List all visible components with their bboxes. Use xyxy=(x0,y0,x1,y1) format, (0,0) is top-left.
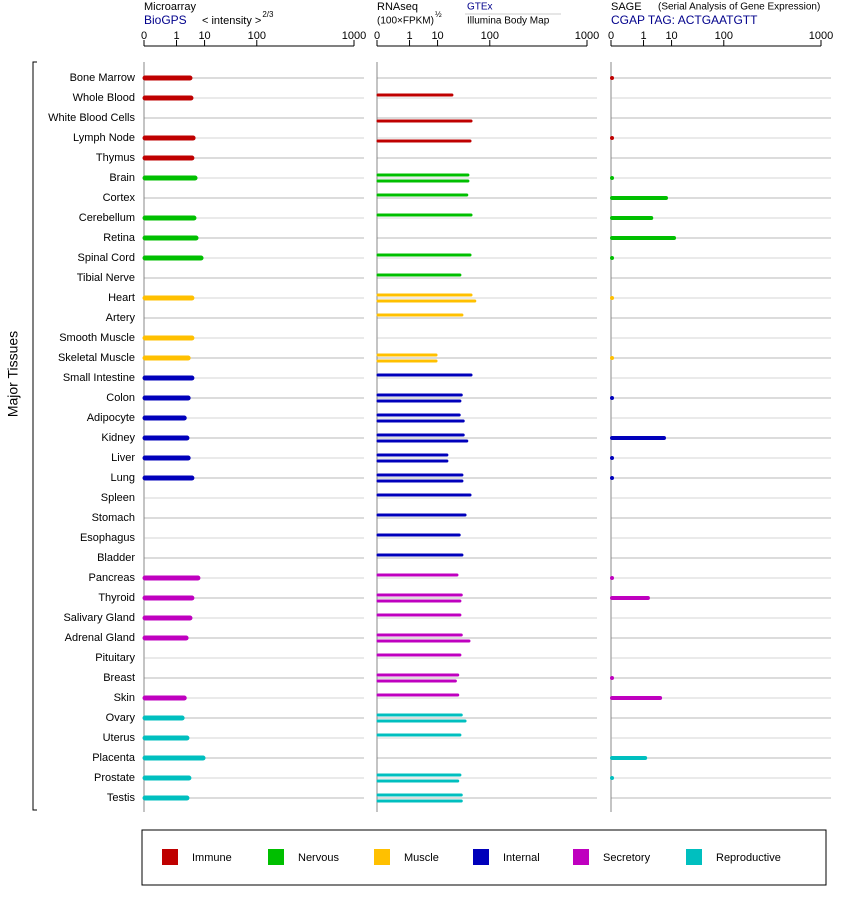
x-tick-label: 100 xyxy=(481,30,499,42)
x-tick-label: 1000 xyxy=(342,30,366,42)
x-tick-label: 10 xyxy=(431,30,443,42)
x-tick-label: 10 xyxy=(198,30,210,42)
tissue-label: Pancreas xyxy=(89,572,136,584)
legend-label: Muscle xyxy=(404,852,439,864)
tissue-label: Skin xyxy=(114,692,135,704)
x-tick-label: 10 xyxy=(665,30,677,42)
tissue-label: Esophagus xyxy=(80,532,136,544)
tissue-label: Cortex xyxy=(103,192,136,204)
tissue-label: Small Intestine xyxy=(63,372,135,384)
x-tick-label: 0 xyxy=(141,30,147,42)
panel-note: (Serial Analysis of Gene Expression) xyxy=(658,2,820,13)
tissue-label: Bladder xyxy=(97,552,135,564)
tissue-label: Skeletal Muscle xyxy=(58,352,135,364)
tissue-label: Tibial Nerve xyxy=(77,272,135,284)
tissue-label: Adipocyte xyxy=(87,412,135,424)
x-tick-label: 1 xyxy=(406,30,412,42)
x-tick-label: 1000 xyxy=(809,30,833,42)
tissue-label: Lymph Node xyxy=(73,132,135,144)
tissue-label: White Blood Cells xyxy=(48,112,135,124)
panel-title: Microarray xyxy=(144,1,196,13)
panel-title: RNAseq xyxy=(377,1,418,13)
tissue-label: Colon xyxy=(106,392,135,404)
legend-swatch xyxy=(473,849,489,865)
legend-label: Reproductive xyxy=(716,852,781,864)
legend-label: Immune xyxy=(192,852,232,864)
tissue-label: Lung xyxy=(111,472,135,484)
tissue-label: Uterus xyxy=(103,732,136,744)
tissue-label: Spleen xyxy=(101,492,135,504)
tissue-label: Liver xyxy=(111,452,135,464)
panel-subtitle: CGAP TAG: ACTGAATGTT xyxy=(611,13,758,27)
tissue-label: Ovary xyxy=(106,712,136,724)
tissue-label: Pituitary xyxy=(95,652,135,664)
axis-exponent: 2/3 xyxy=(262,10,274,19)
x-tick-label: 100 xyxy=(715,30,733,42)
legend-label: Nervous xyxy=(298,852,339,864)
legend-swatch xyxy=(686,849,702,865)
x-tick-label: 100 xyxy=(248,30,266,42)
tissue-label: Whole Blood xyxy=(73,92,135,104)
tissue-label: Kidney xyxy=(101,432,135,444)
y-label: Major Tissues xyxy=(5,331,21,417)
tissue-label: Smooth Muscle xyxy=(59,332,135,344)
x-tick-label: 0 xyxy=(374,30,380,42)
legend-swatch xyxy=(374,849,390,865)
tissue-label: Retina xyxy=(103,232,136,244)
series-name: Illumina Body Map xyxy=(467,16,550,27)
tissue-label: Adrenal Gland xyxy=(65,632,135,644)
panel-title: SAGE xyxy=(611,1,642,13)
axis-label: (100×FPKM) xyxy=(377,16,434,27)
axis-exponent: ½ xyxy=(435,10,442,19)
legend-box xyxy=(141,829,827,886)
x-tick-label: 1 xyxy=(640,30,646,42)
tissue-label: Stomach xyxy=(92,512,135,524)
legend-label: Internal xyxy=(503,852,540,864)
x-tick-label: 1000 xyxy=(575,30,599,42)
tissue-label: Prostate xyxy=(94,772,135,784)
tissue-label: Cerebellum xyxy=(79,212,135,224)
panel-subtitle: BioGPS xyxy=(144,13,187,27)
tissue-label: Bone Marrow xyxy=(70,72,135,84)
legend-swatch xyxy=(268,849,284,865)
tissue-label: Breast xyxy=(103,672,135,684)
tissue-label: Spinal Cord xyxy=(78,252,135,264)
tissue-label: Thymus xyxy=(96,152,136,164)
axis-label: < intensity > xyxy=(202,15,261,27)
x-tick-label: 1 xyxy=(173,30,179,42)
series-name: GTEx xyxy=(467,2,493,13)
x-tick-label: 0 xyxy=(608,30,614,42)
legend-swatch xyxy=(573,849,589,865)
tissue-label: Heart xyxy=(108,292,135,304)
tissue-label: Thyroid xyxy=(98,592,135,604)
tissue-label: Salivary Gland xyxy=(63,612,135,624)
legend-label: Secretory xyxy=(603,852,651,864)
tissue-label: Artery xyxy=(106,312,136,324)
legend-swatch xyxy=(162,849,178,865)
tissue-label: Brain xyxy=(109,172,135,184)
tissue-label: Testis xyxy=(107,792,136,804)
bracket xyxy=(32,61,37,811)
tissue-label: Placenta xyxy=(92,752,136,764)
